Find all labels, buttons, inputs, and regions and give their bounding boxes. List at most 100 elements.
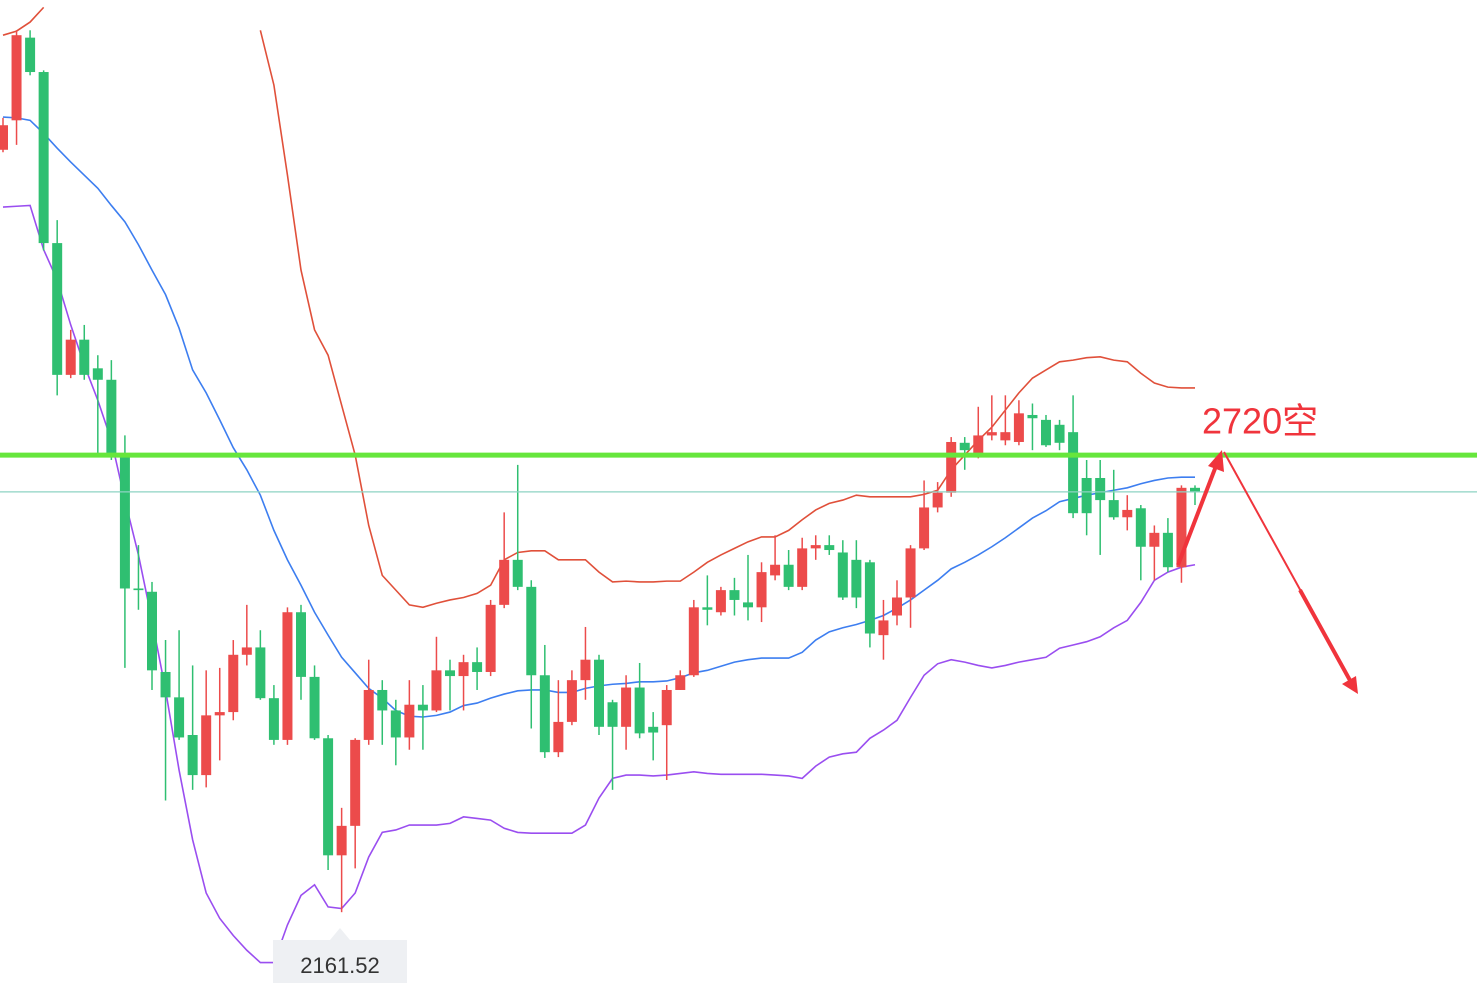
arrow-down-shaft-thick — [1298, 589, 1354, 685]
candles-layer — [0, 30, 1200, 913]
candle-body — [864, 562, 875, 634]
candle-body — [770, 564, 781, 576]
candle-body — [228, 654, 239, 713]
candle-body — [946, 441, 957, 493]
candle-body — [756, 572, 767, 608]
candle-body — [255, 647, 266, 699]
candle-body — [824, 545, 835, 551]
candle-body — [512, 559, 523, 587]
candle-body — [499, 559, 510, 605]
candle-body — [594, 659, 604, 727]
candle-body — [1054, 424, 1065, 443]
candle-body — [119, 455, 130, 589]
candle-body — [404, 704, 415, 738]
candle-body — [526, 586, 537, 676]
candle-body — [1081, 477, 1092, 514]
candle-body — [621, 687, 632, 727]
candle-body — [783, 564, 794, 587]
candle-body — [1013, 413, 1024, 442]
candle-body — [472, 662, 483, 672]
candle-body — [1135, 508, 1146, 547]
candle-body — [174, 697, 185, 738]
candle-body — [648, 726, 659, 733]
low-label: 2161.52 — [273, 928, 407, 983]
candle-body — [1162, 532, 1173, 568]
candle-body — [634, 687, 645, 734]
candle-body — [65, 339, 76, 375]
candle-body — [309, 676, 320, 739]
candle-body — [160, 671, 171, 698]
candle-body — [377, 689, 388, 711]
candle-body — [431, 670, 442, 711]
candle-body — [1108, 500, 1119, 518]
candle-body — [38, 72, 49, 244]
candle-body — [905, 548, 916, 598]
levels-layer — [0, 452, 1477, 493]
arrow-down-head — [1342, 676, 1358, 694]
candle-body — [214, 712, 225, 716]
candle-body — [837, 552, 848, 598]
candle-body — [851, 559, 862, 598]
candle-body — [1122, 509, 1133, 518]
annotation: 2720空 — [1202, 401, 1318, 442]
candle-body — [0, 125, 8, 150]
candle-body — [458, 662, 469, 677]
candle-body — [106, 379, 117, 456]
candle-body — [688, 607, 699, 676]
candle-body — [147, 591, 157, 671]
candle-body — [566, 680, 577, 722]
candle-body — [282, 612, 293, 740]
candle-body — [810, 545, 821, 549]
candle-body — [187, 734, 198, 776]
arrow-up-shaft — [1176, 465, 1218, 566]
candle-body — [973, 435, 984, 456]
candle-body — [268, 698, 279, 740]
candle-body — [607, 702, 618, 727]
band-line — [2, 6, 1195, 609]
candle-body — [1176, 487, 1187, 568]
candle-body — [797, 548, 808, 587]
arrow-up-head — [1208, 450, 1224, 472]
candle-body — [445, 670, 455, 677]
candle-body — [79, 339, 90, 375]
candle-body — [1027, 414, 1038, 419]
candle-body — [919, 507, 930, 549]
candle-body — [52, 243, 63, 375]
candle-body — [1041, 419, 1051, 446]
candle-body — [1095, 477, 1106, 501]
candle-body — [539, 675, 550, 753]
candle-body — [25, 37, 36, 73]
candle-body — [1068, 432, 1079, 514]
low-label-text: 2161.52 — [300, 953, 380, 978]
candle-body — [1190, 487, 1200, 492]
candle-body — [201, 715, 212, 776]
candle-body — [1149, 532, 1160, 547]
candle-body — [92, 368, 103, 380]
candle-body — [878, 620, 889, 636]
candle-body — [702, 607, 713, 610]
candle-body — [323, 738, 334, 856]
candle-body — [485, 604, 496, 672]
candle-body — [241, 647, 252, 655]
candle-body — [553, 721, 564, 753]
candle-body — [715, 590, 726, 613]
candle-body — [729, 590, 740, 600]
candle-body — [986, 432, 997, 436]
candle-body — [296, 612, 306, 677]
candle-body — [390, 710, 401, 738]
candle-body — [959, 442, 970, 451]
candle-body — [417, 704, 428, 711]
arrows — [1176, 450, 1358, 694]
low-label-box — [273, 928, 407, 983]
candle-body — [350, 739, 361, 826]
candle-body — [932, 492, 943, 508]
candle-body — [743, 602, 753, 608]
candle-body — [580, 659, 591, 681]
candle-body — [661, 689, 672, 726]
candle-body — [892, 597, 902, 616]
candle-body — [1000, 432, 1011, 441]
candle-body — [336, 825, 347, 856]
candle-body — [11, 35, 22, 121]
